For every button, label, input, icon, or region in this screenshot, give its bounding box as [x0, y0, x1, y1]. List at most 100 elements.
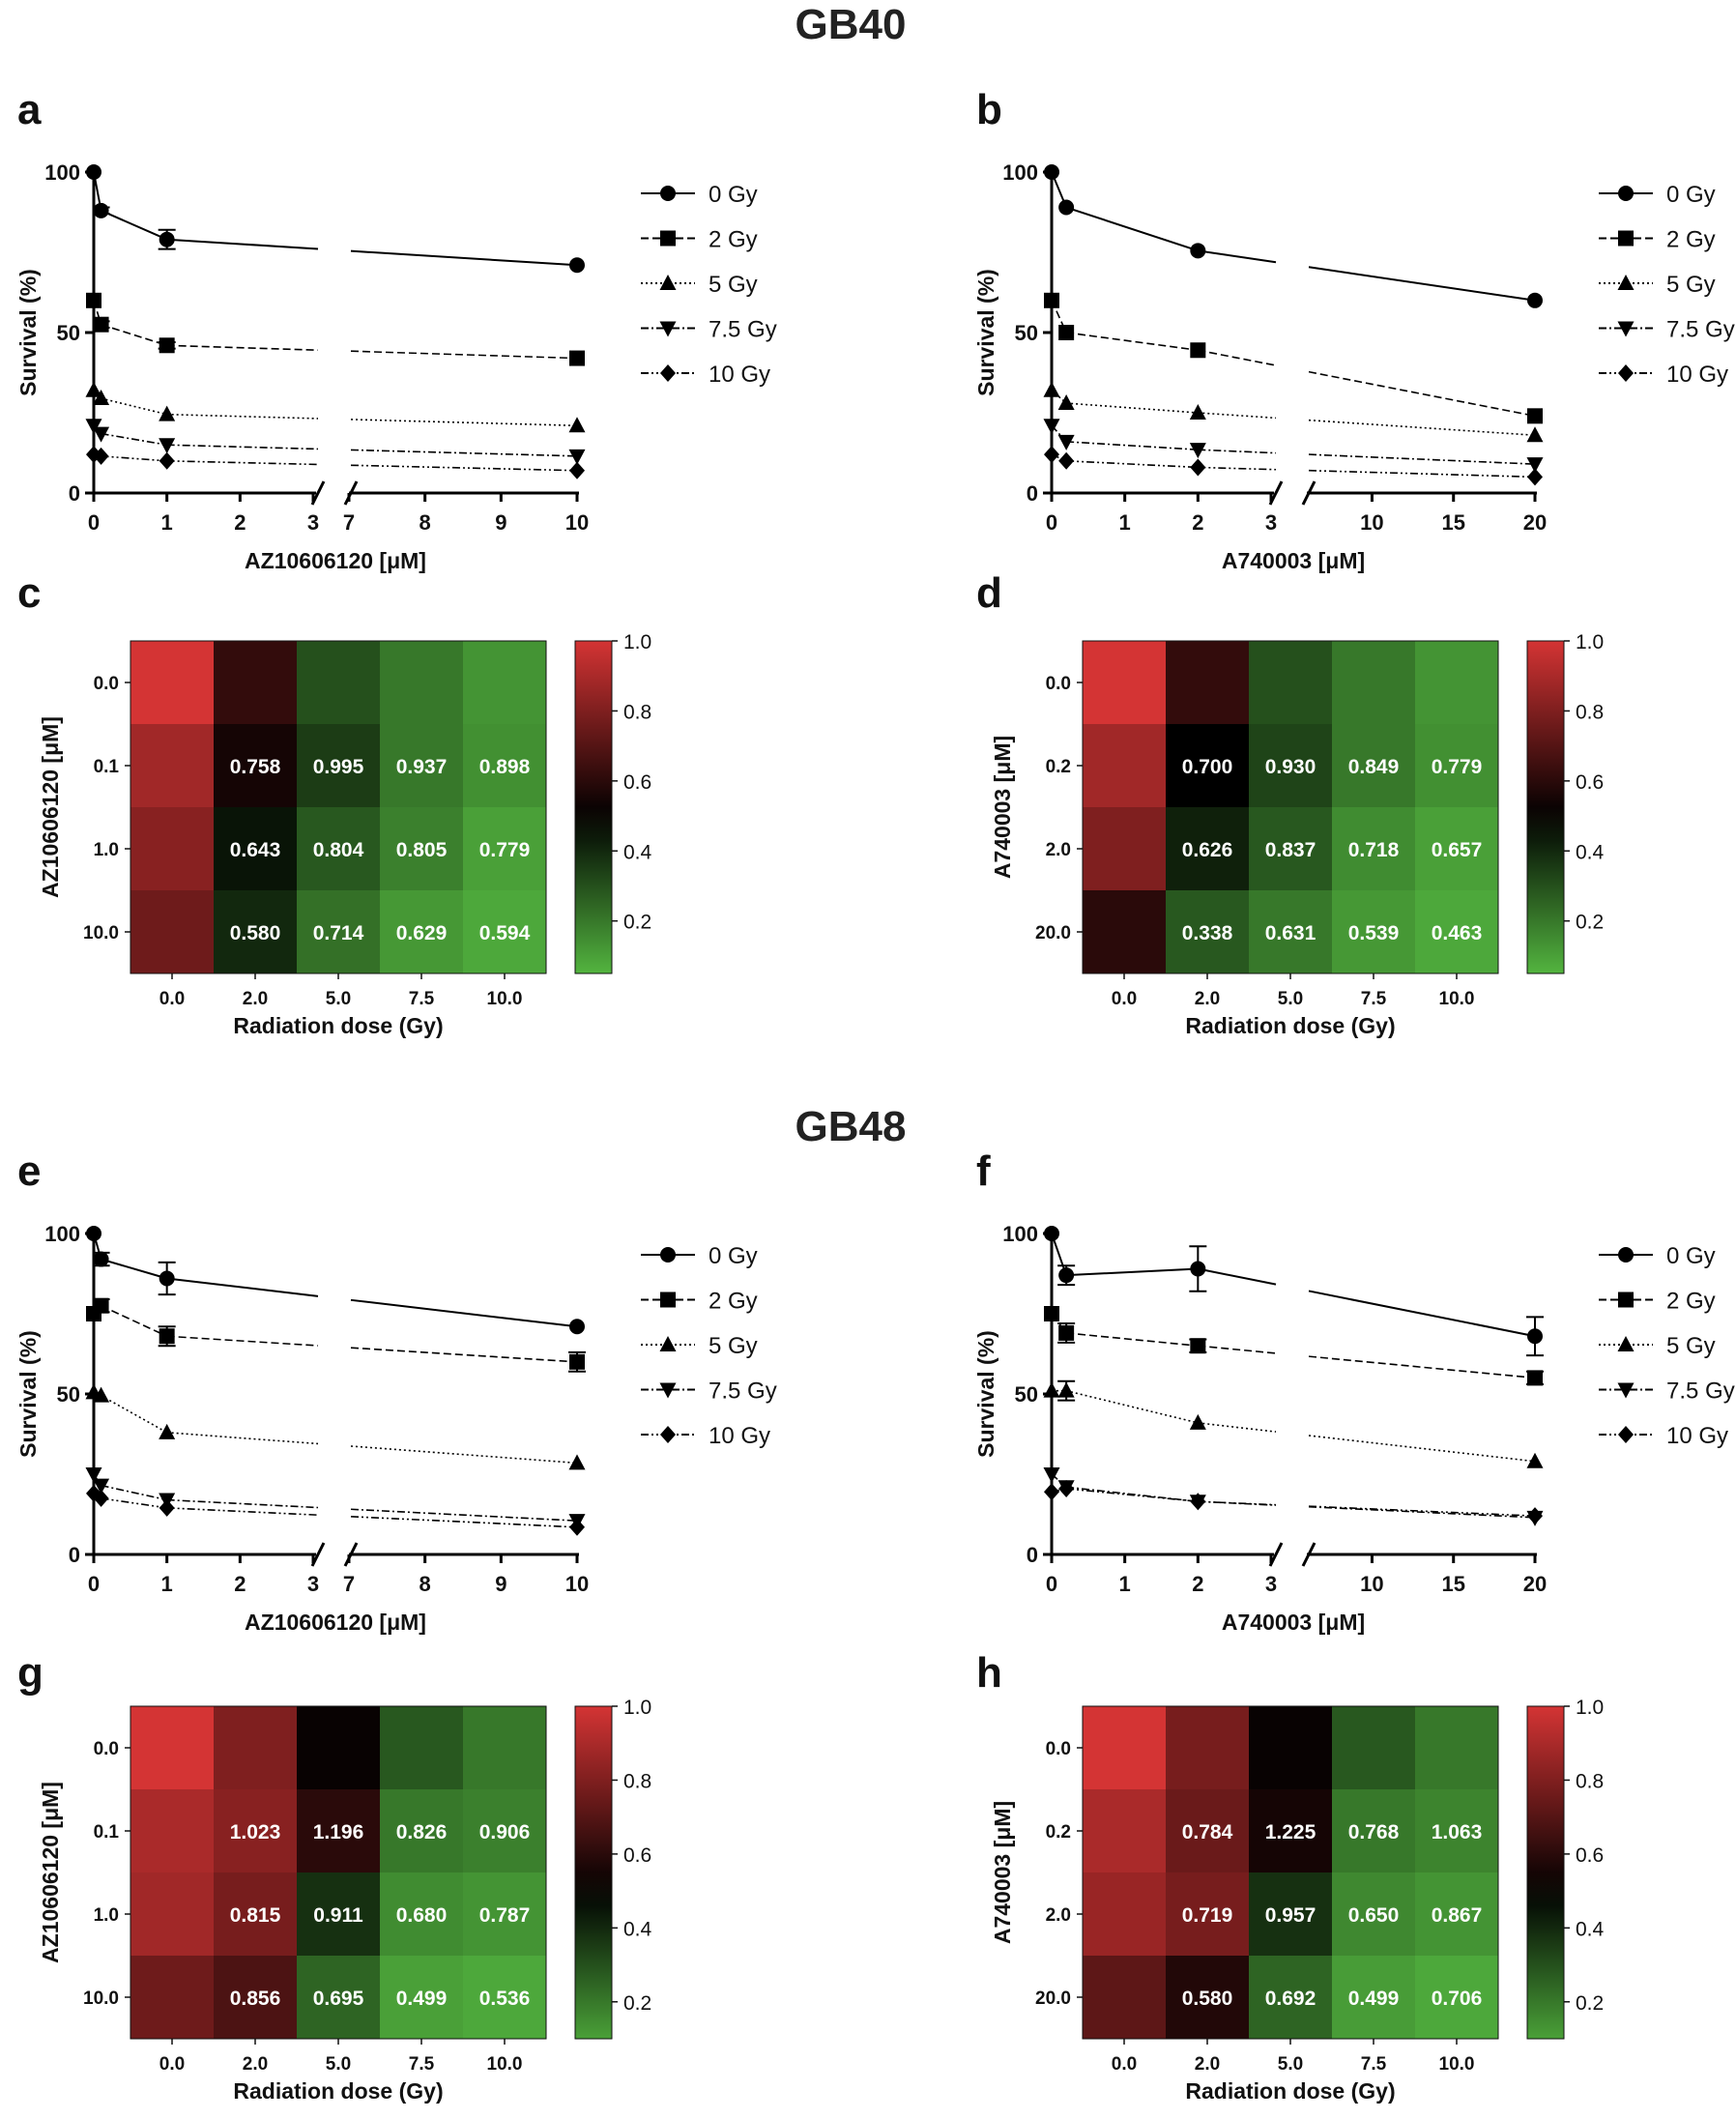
panel-letter-f: f — [976, 1147, 991, 1195]
data-point — [93, 390, 110, 406]
heatmap-cell — [130, 807, 215, 891]
cell-value: 0.779 — [1432, 756, 1483, 778]
data-point — [1044, 292, 1059, 308]
series-line — [101, 323, 167, 347]
legend-label: 5 Gy — [709, 1333, 758, 1359]
data-point — [93, 426, 110, 443]
y-tick-label: 1.0 — [94, 840, 119, 860]
cell-value: 0.856 — [230, 1988, 281, 2010]
heatmap-cell — [297, 807, 381, 891]
x-tick-label: 10.0 — [1439, 2054, 1475, 2075]
heatmap-cell — [214, 1706, 298, 1790]
x-tick-label: 10.0 — [487, 989, 523, 1009]
heatmap-cell — [297, 724, 381, 808]
y-tick-label: 50 — [57, 321, 80, 345]
x-tick-label: 3 — [1265, 1572, 1277, 1596]
data-point — [93, 1297, 109, 1314]
legend-item: 10 Gy — [1599, 1423, 1728, 1449]
data-point — [569, 1518, 585, 1536]
legend-item: 10 Gy — [641, 362, 770, 388]
series-line — [1065, 206, 1199, 252]
cell-value: 0.499 — [1348, 1988, 1400, 2010]
series-line — [1308, 1505, 1536, 1519]
series-2-Gy — [86, 292, 585, 366]
x-tick-label: 20 — [1523, 510, 1547, 535]
x-tick-label: 2 — [1192, 1572, 1203, 1596]
series-line — [350, 464, 578, 472]
cell-value: 0.539 — [1348, 922, 1400, 944]
cell-value: 0.826 — [396, 1821, 448, 1843]
heatmap-cell — [1166, 807, 1250, 891]
data-point — [1044, 1483, 1059, 1501]
data-point — [93, 316, 109, 333]
colorbar-tick-label: 1.0 — [1576, 631, 1604, 653]
x-tick-label: 8 — [420, 1572, 431, 1596]
data-point — [1189, 404, 1206, 420]
data-point — [93, 1251, 109, 1267]
cell-value: 0.631 — [1265, 922, 1316, 944]
x-tick-label: 20 — [1523, 1572, 1547, 1596]
y-axis-label: AZ10606120 [μM] — [38, 1782, 63, 1963]
y-tick-label: 0 — [1027, 1543, 1038, 1567]
cell-value: 0.718 — [1348, 839, 1400, 861]
heatmap-cell — [214, 1956, 298, 2040]
legend-label: 7.5 Gy — [709, 317, 777, 343]
x-tick-label: 2 — [234, 1572, 246, 1596]
data-point — [1058, 1267, 1075, 1284]
series-line — [350, 249, 578, 267]
x-tick-label: 2.0 — [243, 989, 268, 1009]
colorbar-tick-label: 0.8 — [1576, 1770, 1604, 1792]
data-point — [159, 1328, 175, 1345]
data-point — [93, 1489, 109, 1507]
colorbar-tick-label: 0.4 — [623, 1918, 652, 1940]
cell-value: 0.629 — [396, 922, 448, 944]
heatmap-cell — [1415, 724, 1499, 808]
series-line — [350, 449, 578, 457]
line-chart-b: b 0 50 100 0 1 2 3 10 15 20 A740003 [μM] Survival (%… — [973, 86, 1735, 573]
series-7-5-Gy — [85, 419, 586, 465]
legend-marker — [1617, 321, 1635, 337]
x-tick-label: 3 — [307, 1572, 319, 1596]
heatmap-cell — [130, 1789, 215, 1873]
heatmap-cell — [214, 641, 298, 725]
colorbar-tick-label: 0.2 — [623, 1992, 651, 2015]
data-point — [159, 438, 176, 454]
data-point — [1058, 1479, 1075, 1497]
heatmap-cell — [380, 1706, 464, 1790]
line-chart-e: e 0 50 100 0 1 2 3 7 8 9 10 AZ10606120 [μM] Survival … — [15, 1147, 777, 1635]
x-tick-label: 0.0 — [1112, 2054, 1137, 2075]
series-line — [101, 1484, 167, 1501]
series-line — [1198, 1500, 1277, 1506]
cell-value: 0.580 — [1182, 1988, 1233, 2010]
line-chart-a: a 0 50 100 0 1 2 3 7 8 9 10 AZ10606120 [μM] Survival … — [15, 86, 777, 573]
heatmap-c: c 0.758 0.995 0.937 0.898 0.643 0.804 0.805 0.77… — [17, 569, 652, 1038]
y-tick-label: 0.2 — [1046, 1822, 1071, 1843]
heatmap-cell — [1415, 890, 1499, 974]
heatmap-cell — [297, 1789, 381, 1873]
colorbar-tick-label: 1.0 — [623, 1697, 651, 1719]
heatmap-cell — [380, 890, 464, 974]
colorbar-tick-label: 0.8 — [623, 701, 651, 723]
cell-value: 0.657 — [1432, 839, 1483, 861]
legend-marker — [660, 186, 676, 201]
heatmap-cell — [214, 890, 298, 974]
data-point — [1527, 1370, 1543, 1386]
colorbar — [1526, 640, 1565, 974]
cell-value: 0.784 — [1182, 1821, 1233, 1843]
legend-item: 5 Gy — [641, 1333, 758, 1359]
cell-value: 0.643 — [230, 839, 281, 861]
x-tick-label: 10.0 — [1439, 989, 1475, 1009]
series-5-Gy — [1043, 1379, 1544, 1468]
data-point — [85, 1467, 102, 1483]
data-point — [86, 1226, 101, 1241]
series-line — [1066, 460, 1199, 469]
x-tick-label: 1 — [161, 1572, 173, 1596]
data-point — [569, 257, 585, 274]
cell-value: 0.650 — [1348, 1904, 1400, 1927]
x-tick-label: 10 — [1360, 1572, 1383, 1596]
heatmap-cell — [130, 1956, 215, 2040]
heatmap-cell — [297, 1706, 381, 1790]
x-axis-label: Radiation dose (Gy) — [233, 2078, 443, 2104]
cell-value: 0.930 — [1265, 756, 1316, 778]
